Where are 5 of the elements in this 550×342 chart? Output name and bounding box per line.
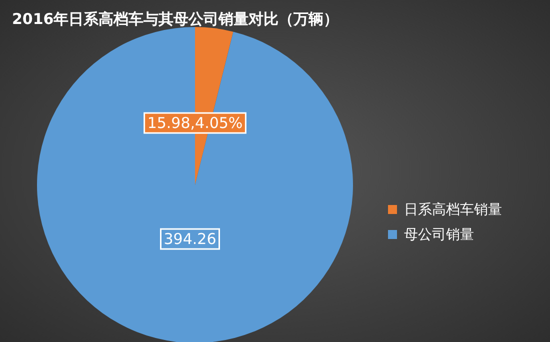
legend-label: 日系高档车销量 bbox=[404, 202, 502, 218]
data-label: 15.98,4.05% bbox=[147, 114, 243, 132]
chart-title: 2016年日系高档车与其母公司销量对比（万辆） bbox=[12, 10, 339, 28]
data-label: 394.26 bbox=[164, 230, 216, 248]
legend-label: 母公司销量 bbox=[404, 227, 474, 243]
